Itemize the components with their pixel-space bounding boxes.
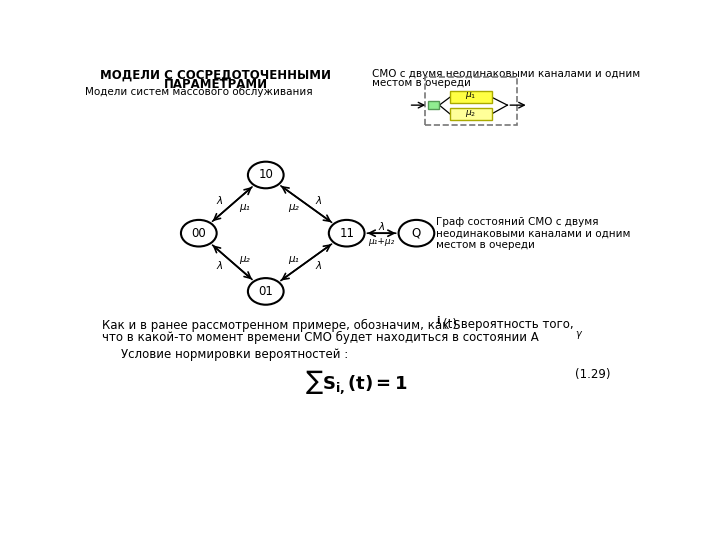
Text: λ: λ <box>217 261 223 271</box>
Text: Условие нормировки вероятностей :: Условие нормировки вероятностей : <box>121 348 348 361</box>
Text: Q: Q <box>412 227 421 240</box>
Text: (1.29): (1.29) <box>575 368 611 381</box>
Text: СМО с двумя неодинаковыми каналами и одним: СМО с двумя неодинаковыми каналами и одн… <box>372 69 640 79</box>
Text: Модели систем массового обслуживания: Модели систем массового обслуживания <box>85 87 312 97</box>
Text: μ₁: μ₁ <box>289 254 300 264</box>
Text: $\mathbf{\sum S_{i,}(t) = 1}$: $\mathbf{\sum S_{i,}(t) = 1}$ <box>305 368 408 396</box>
Text: μ₂: μ₂ <box>239 254 250 264</box>
Text: 01: 01 <box>258 285 273 298</box>
Text: ПАРАМЕТРАМИ: ПАРАМЕТРАМИ <box>163 78 268 91</box>
Text: что в какой-то момент времени СМО будет находиться в состоянии A: что в какой-то момент времени СМО будет … <box>102 331 539 344</box>
Text: λ: λ <box>217 196 223 206</box>
Text: i: i <box>436 316 439 326</box>
Bar <box>425 77 517 125</box>
Text: (t) вероятность того,: (t) вероятность того, <box>443 319 573 332</box>
Text: 00: 00 <box>192 227 206 240</box>
Bar <box>450 108 492 120</box>
Text: 11: 11 <box>339 227 354 240</box>
Text: МОДЕЛИ С СОСРЕДОТОЧЕННЫМИ: МОДЕЛИ С СОСРЕДОТОЧЕННЫМИ <box>100 69 331 82</box>
Text: местом в очереди: местом в очереди <box>372 78 471 88</box>
Text: λ: λ <box>315 261 322 271</box>
Circle shape <box>399 220 434 246</box>
Text: λ: λ <box>315 196 322 206</box>
Circle shape <box>248 161 284 188</box>
Text: λ: λ <box>379 221 384 232</box>
Text: 10: 10 <box>258 168 273 181</box>
Bar <box>428 101 439 109</box>
Text: μ₂: μ₂ <box>289 202 300 212</box>
Text: Как и в ранее рассмотренном примере, обозначим, как S: Как и в ранее рассмотренном примере, обо… <box>102 319 461 332</box>
Circle shape <box>248 278 284 305</box>
Text: $\mu_2$: $\mu_2$ <box>465 107 477 119</box>
Bar <box>450 91 492 103</box>
Circle shape <box>329 220 364 246</box>
Text: μ₁: μ₁ <box>239 202 250 212</box>
Text: Граф состояний СМО с двумя
неодинаковыми каналами и одним
местом в очереди: Граф состояний СМО с двумя неодинаковыми… <box>436 217 630 250</box>
Text: μ₁+μ₂: μ₁+μ₂ <box>369 237 395 246</box>
Circle shape <box>181 220 217 246</box>
Text: $\mu_1$: $\mu_1$ <box>465 90 477 101</box>
Text: γ: γ <box>575 329 581 339</box>
